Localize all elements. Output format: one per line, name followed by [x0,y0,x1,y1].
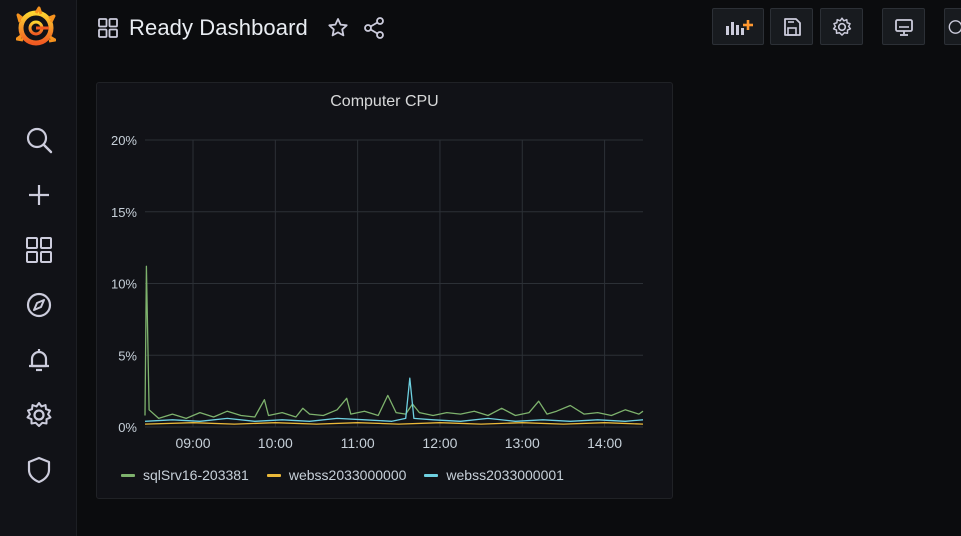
add-panel-icon [726,19,753,35]
save-icon [783,17,801,36]
x-tick-label: 12:00 [422,435,457,451]
legend-swatch [121,473,135,477]
y-tick-label: 5% [118,348,137,363]
y-tick-label: 10% [111,277,137,292]
legend-label: webss2033000001 [446,467,564,483]
bell-icon[interactable] [24,345,54,375]
grafana-logo[interactable] [15,6,57,48]
settings-button[interactable] [820,8,863,45]
legend-label: webss2033000000 [288,467,407,483]
dashboard-header: Ready Dashboard [96,12,386,44]
dashboards-icon [96,16,120,40]
add-panel-button[interactable] [712,8,764,45]
legend-item[interactable]: sqlSrv16-203381 [121,467,249,483]
share-icon[interactable] [362,16,386,40]
y-tick-label: 15% [111,205,137,220]
tv-mode-icon [894,18,913,36]
y-tick-label: 0% [118,420,137,435]
legend-swatch [266,473,281,477]
cpu-panel: Computer CPU 0% 5% 10% 15% 20% 09:00 10:00 11:0… [96,82,673,499]
chart-legend: sqlSrv16-203381 webss2033000000 webss20330… [121,467,564,483]
settings-icon [832,16,851,36]
x-tick-label: 11:00 [341,435,375,451]
legend-item[interactable]: webss2033000001 [424,467,564,483]
sidebar [0,0,77,536]
tv-mode-button[interactable] [882,8,925,45]
series-line-1 [144,265,644,420]
cpu-chart: 0% 5% 10% 15% 20% 09:00 10:00 11:00 12:00 13:00 14… [111,133,644,451]
gear-icon[interactable] [24,400,54,430]
legend-item[interactable]: webss2033000000 [266,467,407,483]
shield-icon[interactable] [24,455,54,485]
x-tick-label: 14:00 [587,435,622,451]
plus-icon[interactable] [24,180,54,210]
x-tick-label: 09:00 [175,435,210,451]
search-icon[interactable] [24,125,54,155]
legend-swatch [424,473,439,477]
explore-icon[interactable] [24,290,54,320]
save-button[interactable] [770,8,813,45]
series-line-2 [144,422,644,425]
x-tick-label: 13:00 [505,435,540,451]
panel-title[interactable]: Computer CPU [330,93,439,110]
star-icon[interactable] [326,16,350,40]
y-tick-label: 20% [111,133,137,148]
x-tick-label: 10:00 [258,435,293,451]
time-picker-button[interactable] [944,8,961,45]
clock-icon [948,19,961,34]
legend-label: sqlSrv16-203381 [143,467,249,483]
dashboards-icon[interactable] [24,235,54,265]
series-line-3 [144,377,644,422]
page-title[interactable]: Ready Dashboard [129,15,308,40]
